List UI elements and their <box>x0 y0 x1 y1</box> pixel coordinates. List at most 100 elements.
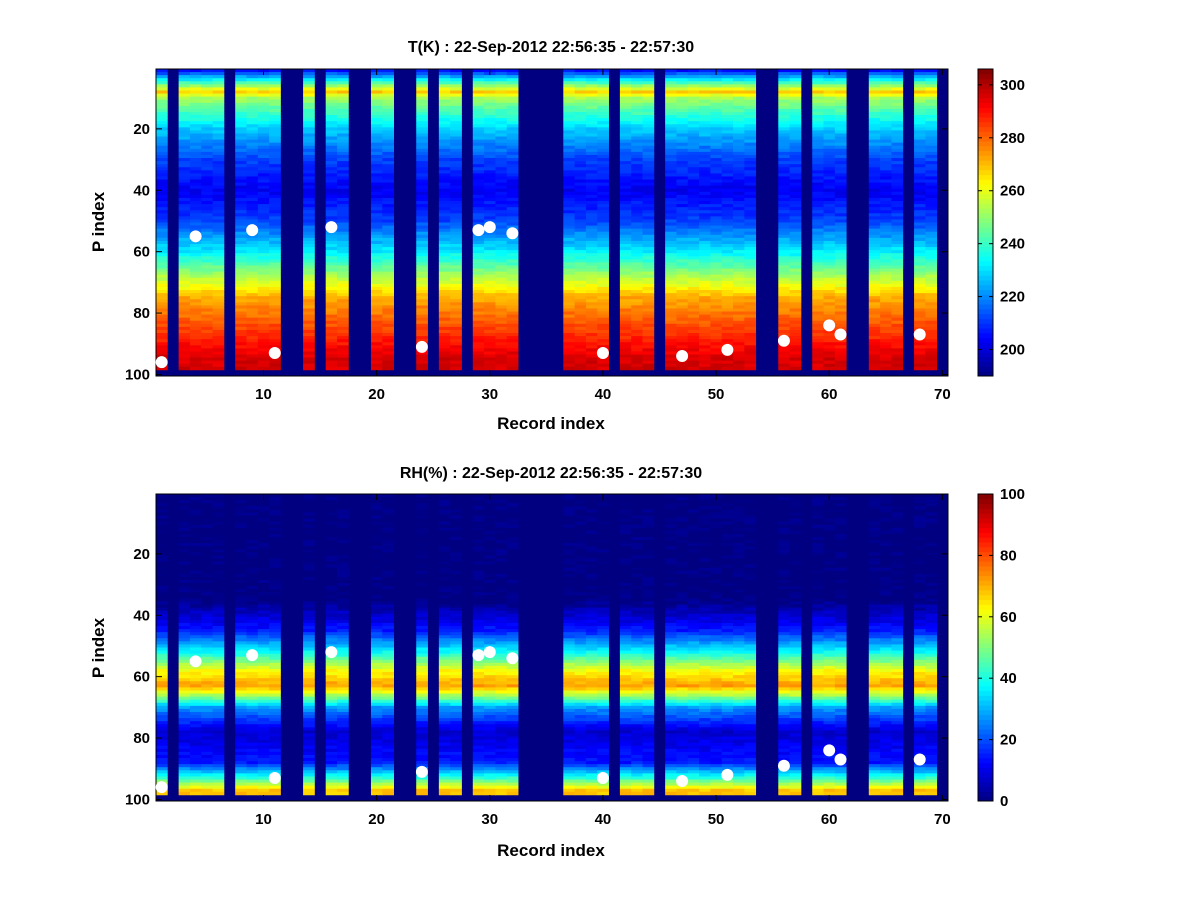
heatmap-cell <box>710 293 723 297</box>
heatmap-cell <box>676 191 689 196</box>
heatmap-cell <box>325 121 338 125</box>
heatmap-cell <box>178 345 191 349</box>
heatmap-cell <box>710 124 723 128</box>
heatmap-cell <box>506 256 519 260</box>
heatmap-cell <box>495 188 508 193</box>
heatmap-cell <box>438 360 451 365</box>
heatmap-cell <box>721 154 734 159</box>
heatmap-cell <box>823 99 836 104</box>
heatmap-cell <box>585 366 598 371</box>
heatmap-cell <box>484 237 496 242</box>
heatmap-cell <box>438 121 451 125</box>
heatmap-cell <box>337 228 349 233</box>
heatmap-cell <box>868 173 881 177</box>
heatmap-cell <box>337 127 349 131</box>
heatmap-cell <box>257 142 270 147</box>
heatmap-cell <box>733 167 745 171</box>
heatmap-cell <box>721 299 734 303</box>
heatmap-cell <box>631 360 643 365</box>
heatmap-cell <box>619 197 632 202</box>
heatmap-cell <box>303 142 315 147</box>
heatmap-cell <box>370 111 383 116</box>
heatmap-cell <box>868 170 881 174</box>
heatmap-cell <box>676 210 689 214</box>
heatmap-cell <box>178 536 191 541</box>
heatmap-cell <box>642 133 655 137</box>
heatmap-cell <box>812 75 824 79</box>
heatmap-cell <box>834 72 847 76</box>
heatmap-cell <box>337 121 349 125</box>
heatmap-cell <box>721 201 734 205</box>
heatmap-cell <box>834 323 847 328</box>
heatmap-cell <box>178 127 191 131</box>
heatmap-cell <box>699 231 711 236</box>
heatmap-cell <box>246 256 259 260</box>
heatmap-cell <box>484 161 496 165</box>
colorbar-segment <box>978 88 993 94</box>
heatmap-cell <box>710 158 723 162</box>
heatmap-cell <box>563 216 576 220</box>
heatmap-cell <box>574 222 587 226</box>
heatmap-cell <box>687 280 700 285</box>
heatmap-cell <box>472 274 485 279</box>
heatmap-cell <box>325 151 338 156</box>
heatmap-cell <box>178 773 191 777</box>
heatmap-cell <box>812 339 824 343</box>
heatmap-cell <box>189 311 202 315</box>
heatmap-cell <box>597 253 609 257</box>
heatmap-cell <box>303 293 315 297</box>
heatmap-cell <box>246 363 259 368</box>
colorbar-segment <box>978 169 993 176</box>
heatmap-cell <box>178 622 191 627</box>
heatmap-column <box>914 69 926 371</box>
heatmap-cell <box>834 274 847 279</box>
heatmap-cell <box>495 81 508 85</box>
heatmap-cell <box>925 311 938 315</box>
heatmap-cell <box>744 336 757 340</box>
heatmap-cell <box>631 366 643 371</box>
heatmap-cell <box>868 145 881 150</box>
heatmap-cell <box>834 164 847 168</box>
heatmap-cell <box>257 173 270 177</box>
heatmap-cell <box>778 357 790 362</box>
heatmap-cell <box>631 225 643 230</box>
heatmap-cell <box>778 311 790 315</box>
heatmap-cell <box>710 314 723 319</box>
heatmap-cell <box>450 216 462 220</box>
heatmap-cell <box>868 339 881 343</box>
heatmap-cell <box>676 314 689 319</box>
heatmap-cell <box>370 191 383 196</box>
heatmap-cell <box>925 139 938 144</box>
heatmap-cell <box>212 329 225 334</box>
heatmap-cell <box>370 265 383 269</box>
heatmap-cell <box>484 305 496 309</box>
heatmap-cell <box>699 161 711 165</box>
heatmap-cell <box>733 333 745 337</box>
heatmap-cell <box>201 299 213 303</box>
heatmap-cell <box>687 130 700 134</box>
heatmap-cell <box>574 247 587 251</box>
heatmap-cell <box>597 314 609 319</box>
heatmap-cell <box>574 210 587 214</box>
heatmap-cell <box>733 268 745 273</box>
heatmap-cell <box>269 99 281 104</box>
heatmap-cell <box>665 247 677 251</box>
heatmap-cell <box>506 176 519 180</box>
heatmap-cell <box>201 207 213 211</box>
heatmap-cell <box>438 231 451 236</box>
heatmap-cell <box>495 111 508 116</box>
heatmap-cell <box>212 145 225 150</box>
heatmap-cell <box>789 259 802 263</box>
heatmap-cell <box>597 333 609 337</box>
heatmap-cell <box>812 357 824 362</box>
heatmap-cell <box>416 268 428 273</box>
heatmap-cell <box>687 360 700 365</box>
heatmap-cell <box>585 314 598 319</box>
heatmap-cell <box>269 225 281 230</box>
heatmap-cell <box>156 791 168 796</box>
heatmap-cell <box>868 197 881 202</box>
heatmap-cell <box>416 90 428 94</box>
heatmap-cell <box>156 727 168 731</box>
heatmap-cell <box>574 253 587 257</box>
heatmap-cell <box>495 78 508 82</box>
